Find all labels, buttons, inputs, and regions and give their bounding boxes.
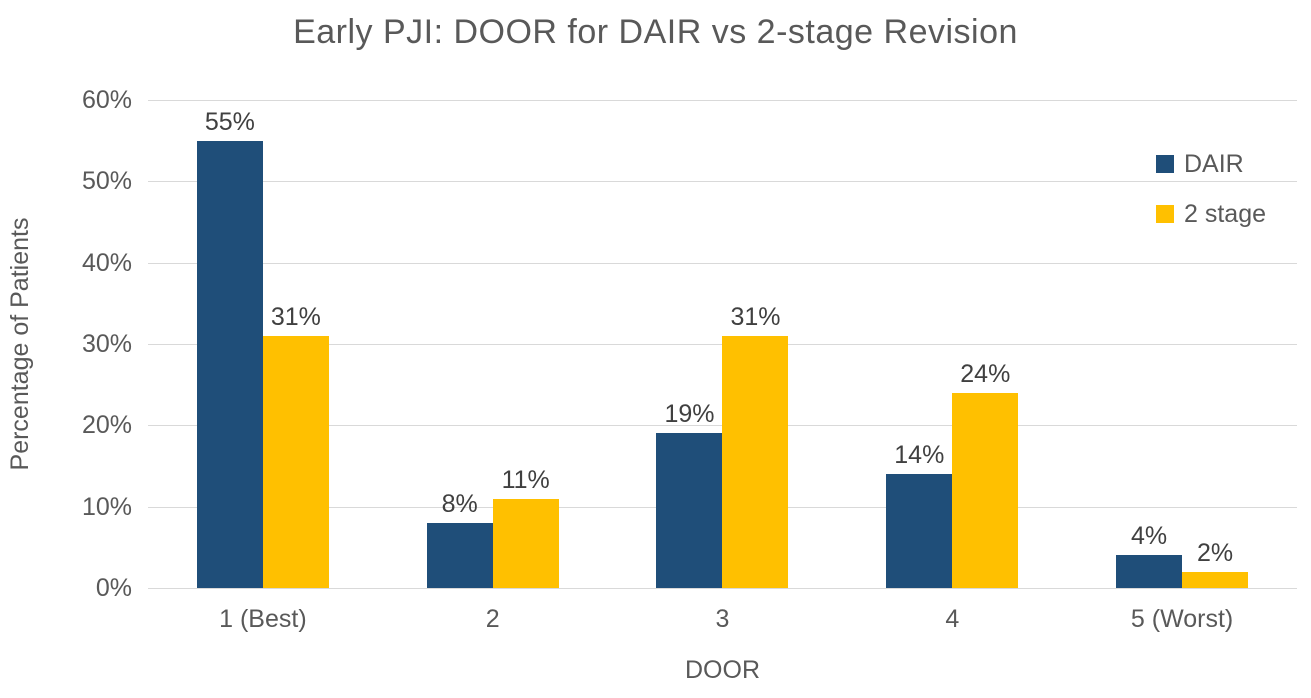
bar-value-label: 11% <box>501 465 550 494</box>
legend-swatch-icon <box>1156 155 1174 173</box>
y-tick-label: 20% <box>81 411 132 440</box>
y-tick-label: 0% <box>95 574 132 602</box>
gridline <box>148 262 1297 264</box>
bar-2-stage: 11% <box>492 466 559 588</box>
legend-label: DAIR <box>1184 150 1244 178</box>
legend-item-2-stage: 2 stage <box>1156 200 1266 228</box>
x-axis-title: DOOR <box>685 656 760 684</box>
gridline <box>148 588 1297 589</box>
bar-group: 55% 31% <box>148 100 378 588</box>
y-tick-label: 60% <box>81 86 132 114</box>
bar-value-label: 14% <box>894 441 945 470</box>
legend-swatch-icon <box>1156 205 1174 223</box>
bar-value-label: 31% <box>730 302 781 331</box>
bar-value-label: 8% <box>441 489 478 518</box>
chart-title: Early PJI: DOOR for DAIR vs 2-stage Revi… <box>293 13 1018 51</box>
y-tick-label: 50% <box>81 167 132 196</box>
gridline <box>148 181 1297 183</box>
bar-group: 4% 2% <box>1067 100 1297 588</box>
x-tick-label: 2 <box>485 605 500 633</box>
bar-group: 8% 11% <box>378 100 608 588</box>
bar-2-stage: 24% <box>952 360 1019 588</box>
bar-2-stage: 2% <box>1182 539 1249 588</box>
legend-label: 2 stage <box>1184 200 1267 228</box>
legend: DAIR 2 stage <box>1156 150 1266 250</box>
gridline <box>148 100 1297 101</box>
bar-group: 14% 24% <box>837 100 1067 588</box>
bar-2-stage: 31% <box>722 303 789 588</box>
y-tick-label: 40% <box>81 248 132 277</box>
bar-value-label: 2% <box>1197 538 1234 567</box>
x-tick-label: 4 <box>945 605 960 633</box>
y-tick-label: 10% <box>81 492 132 521</box>
x-tick-label: 5 (Worst) <box>1130 605 1234 633</box>
bar-dair: 14% <box>886 441 953 588</box>
legend-item-dair: DAIR <box>1156 150 1266 178</box>
bar-dair: 8% <box>426 490 493 588</box>
bar-value-label: 4% <box>1131 522 1168 551</box>
bar-2-stage: 31% <box>262 303 329 588</box>
bar-dair: 55% <box>196 108 263 588</box>
x-tick-label: 3 <box>715 605 730 633</box>
bar-dair: 4% <box>1116 522 1183 588</box>
bar-value-label: 19% <box>664 400 715 429</box>
x-tick-label: 1 (Best) <box>219 605 307 633</box>
y-tick-label: 30% <box>81 330 132 358</box>
bar-value-label: 31% <box>270 302 321 331</box>
bar-value-label: 24% <box>960 359 1011 388</box>
bar-dair: 19% <box>656 400 723 588</box>
bar-group: 19% 31% <box>608 100 838 588</box>
bar-value-label: 55% <box>204 107 255 136</box>
plot-area: 55% 31% 8% 11% 19% 31% 14% 24% 4% 2% <box>148 100 1297 589</box>
